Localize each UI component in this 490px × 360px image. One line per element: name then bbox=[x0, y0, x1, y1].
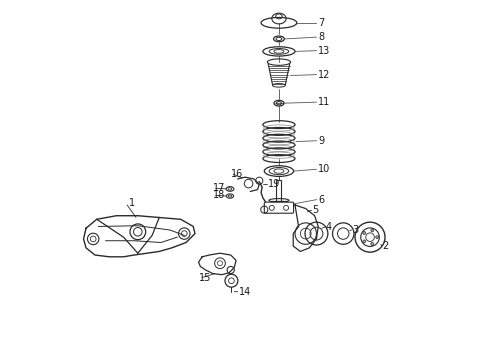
Circle shape bbox=[376, 236, 379, 239]
Text: 4: 4 bbox=[325, 222, 332, 232]
Text: 2: 2 bbox=[383, 241, 389, 251]
Text: 19: 19 bbox=[268, 179, 280, 189]
Text: 8: 8 bbox=[318, 32, 324, 42]
FancyBboxPatch shape bbox=[276, 180, 281, 202]
Circle shape bbox=[371, 243, 374, 246]
Circle shape bbox=[363, 231, 366, 234]
Text: 3: 3 bbox=[352, 225, 358, 235]
Text: 9: 9 bbox=[318, 136, 324, 146]
Text: 11: 11 bbox=[318, 97, 330, 107]
Text: 7: 7 bbox=[318, 18, 324, 28]
Text: 16: 16 bbox=[231, 168, 243, 179]
Circle shape bbox=[371, 229, 374, 232]
Text: 5: 5 bbox=[312, 205, 318, 215]
Text: 17: 17 bbox=[213, 183, 225, 193]
Text: 1: 1 bbox=[129, 198, 135, 208]
Text: 13: 13 bbox=[318, 46, 330, 56]
Text: 10: 10 bbox=[318, 164, 330, 174]
Text: 18: 18 bbox=[213, 190, 225, 200]
Text: 6: 6 bbox=[318, 195, 324, 204]
Circle shape bbox=[363, 240, 366, 243]
Text: 15: 15 bbox=[198, 273, 211, 283]
FancyBboxPatch shape bbox=[271, 202, 287, 208]
FancyBboxPatch shape bbox=[264, 202, 294, 213]
Text: 12: 12 bbox=[318, 69, 331, 80]
Text: 14: 14 bbox=[239, 287, 251, 297]
